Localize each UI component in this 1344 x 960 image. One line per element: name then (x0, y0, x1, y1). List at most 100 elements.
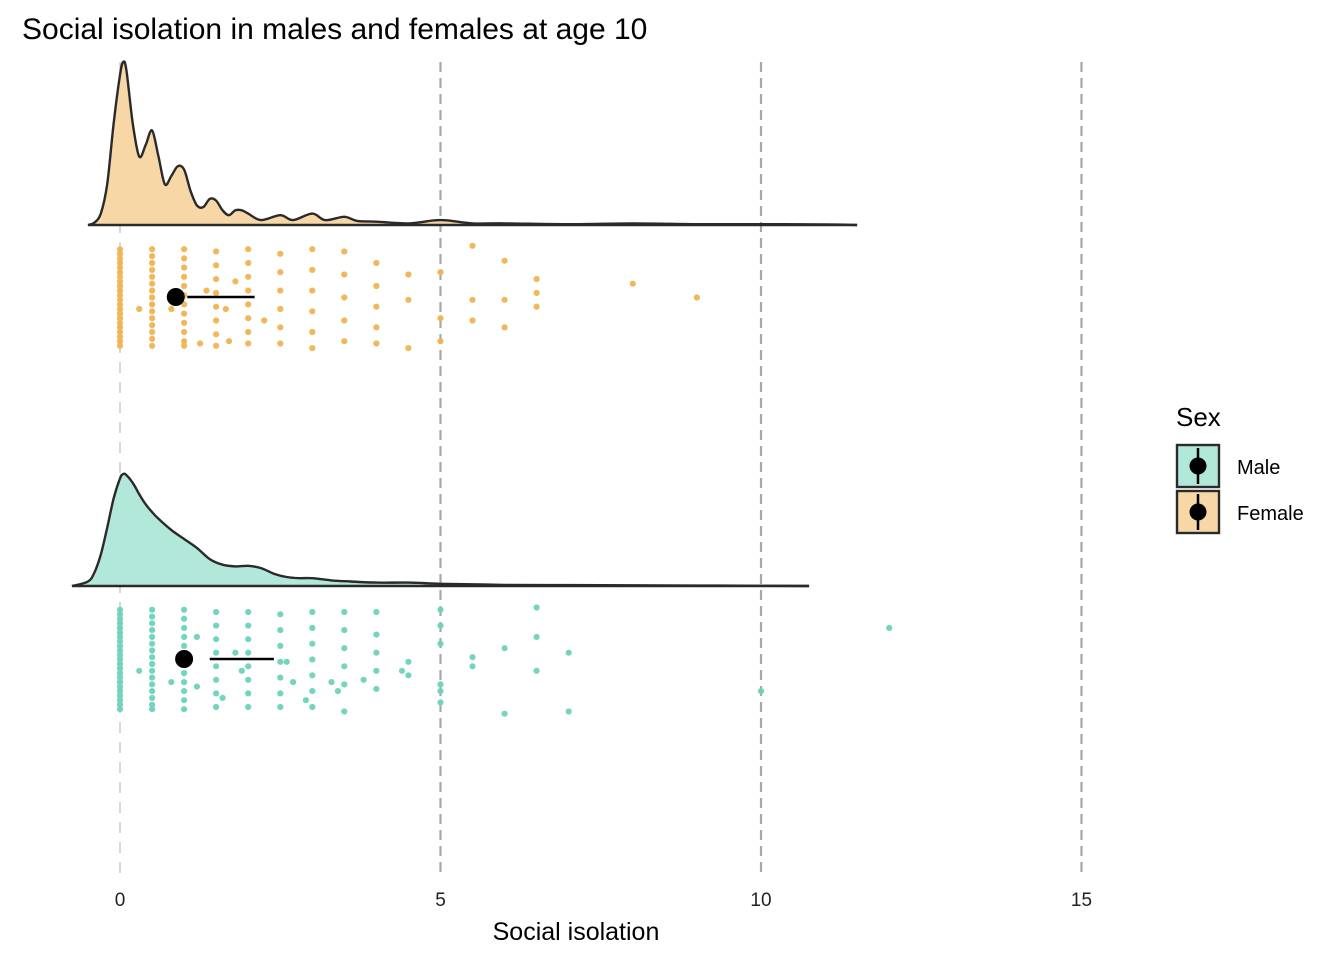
data-point-female (245, 287, 252, 294)
data-point-female (149, 294, 156, 301)
data-point-female (213, 276, 220, 283)
x-tick-label-15: 15 (1071, 890, 1092, 911)
data-point-male (398, 667, 406, 674)
density-clouds (71, 60, 858, 588)
data-point-female (116, 250, 124, 257)
data-point-male (373, 608, 380, 616)
data-point-female (149, 335, 156, 342)
data-point-male (245, 649, 252, 656)
data-point-male (245, 690, 252, 697)
data-point-male (193, 683, 200, 690)
data-point-male (116, 633, 124, 641)
data-point-female (181, 264, 188, 271)
data-point-male (116, 660, 124, 668)
data-point-male (238, 667, 245, 674)
gridlines (119, 62, 1083, 878)
data-point-male (309, 703, 316, 711)
data-point-female (373, 303, 380, 310)
data-point-male (565, 649, 572, 656)
legend-keys: Male Female (1175, 443, 1304, 535)
data-point-female (245, 246, 252, 253)
data-point-female (693, 294, 701, 301)
data-point-female (277, 250, 284, 257)
data-point-female (149, 246, 156, 253)
data-point-female (533, 289, 540, 296)
data-point-female (341, 271, 348, 278)
data-point-male (565, 708, 572, 715)
data-point-male (213, 663, 220, 670)
data-point-female (309, 287, 316, 294)
data-point-female (213, 289, 220, 296)
data-point-female (405, 271, 412, 278)
data-point-female (116, 301, 124, 308)
data-point-male (149, 706, 156, 713)
data-point-female (116, 315, 124, 322)
data-point-male (533, 633, 540, 641)
data-point-female (116, 305, 124, 313)
data-point-male (116, 611, 124, 618)
data-point-male (149, 627, 156, 634)
data-point-female (149, 328, 156, 336)
data-point-male (341, 681, 348, 688)
data-point-female (405, 296, 412, 303)
data-point-male (437, 622, 444, 629)
data-point-female (245, 328, 252, 336)
mean-point-female (166, 288, 185, 306)
data-point-male (341, 608, 348, 616)
data-point-female (116, 328, 124, 336)
data-point-female (213, 262, 220, 269)
data-point-female (116, 333, 124, 340)
data-point-female (341, 294, 348, 301)
data-point-female (116, 264, 124, 271)
data-point-male (213, 676, 220, 683)
data-point-female (116, 282, 124, 290)
data-point-male (302, 697, 309, 704)
data-point-female (245, 301, 252, 308)
data-point-male (245, 676, 252, 683)
data-point-male (149, 667, 156, 674)
data-point-male (213, 622, 220, 629)
data-point-male (149, 654, 156, 661)
mean-intervals (166, 288, 274, 668)
data-point-female (501, 296, 508, 303)
data-point-male (309, 624, 316, 632)
data-point-male (213, 703, 220, 711)
density-outline-female (87, 60, 858, 227)
data-point-female (373, 340, 380, 347)
data-point-male (149, 613, 156, 620)
data-point-female (309, 246, 316, 253)
data-point-male (116, 670, 124, 677)
data-point-male (136, 667, 143, 674)
data-point-male (290, 679, 297, 686)
data-point-male (341, 645, 348, 652)
data-point-male (437, 699, 444, 706)
data-point-female (116, 342, 124, 349)
data-point-male (181, 688, 188, 695)
data-point-male (533, 604, 540, 611)
data-point-female (213, 342, 220, 349)
data-point-female (261, 317, 268, 324)
data-point-female (309, 345, 316, 352)
data-point-female (181, 282, 188, 290)
data-point-female (213, 303, 220, 310)
data-point-male (245, 663, 252, 670)
data-point-female (245, 273, 252, 280)
data-point-male (283, 658, 290, 665)
data-point-female (116, 259, 124, 267)
data-point-male (213, 608, 220, 616)
data-point-female (222, 305, 229, 313)
data-point-male (341, 627, 348, 634)
legend-title: Sex (1176, 402, 1221, 432)
data-point-female (197, 340, 204, 347)
data-point-female (341, 248, 348, 255)
data-point-male (181, 615, 188, 622)
data-point-female (149, 273, 156, 280)
data-point-male (116, 674, 124, 681)
data-point-male (309, 608, 316, 616)
data-point-male (116, 629, 124, 636)
data-point-male (277, 690, 284, 697)
density-outline-male (71, 472, 810, 588)
legend-key-dot-male (1189, 457, 1207, 475)
data-point-male (277, 627, 284, 634)
data-point-female (225, 338, 233, 345)
